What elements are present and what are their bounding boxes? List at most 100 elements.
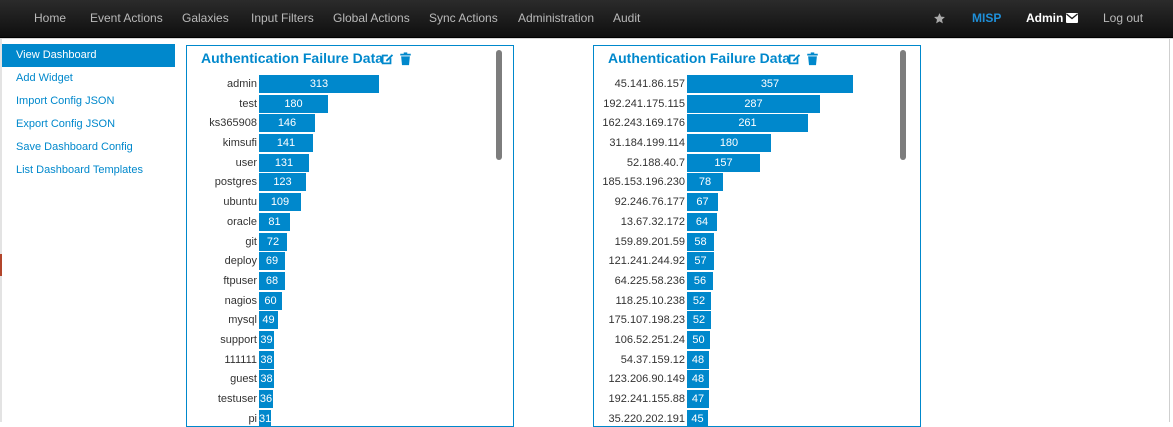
top-navbar: Home Event Actions Galaxies Input Filter…: [0, 0, 1173, 38]
bar: 48: [687, 350, 709, 369]
bar-label: user: [235, 156, 257, 169]
bar-label: git: [245, 235, 257, 248]
bar-row: test 180: [187, 94, 487, 115]
bar: 141: [259, 134, 313, 153]
bar-label: 31.184.199.114: [609, 137, 685, 150]
bar-label: 121.241.244.92: [608, 255, 685, 268]
nav-sync-actions[interactable]: Sync Actions: [429, 11, 498, 25]
bar-label: kimsufi: [222, 137, 257, 150]
bar-row: postgres 123: [187, 173, 487, 193]
bar: 60: [259, 291, 282, 310]
bar-label: 106.52.251.24: [614, 333, 685, 346]
widget-title: Authentication Failure Data: [201, 50, 384, 66]
bar-row: 123.206.90.149 48: [594, 370, 894, 390]
sidebar-item-export-config-json[interactable]: Export Config JSON: [16, 118, 116, 130]
envelope-icon[interactable]: [1066, 13, 1078, 23]
bar-row: 192.241.175.115 287: [594, 94, 894, 115]
bar-label: 162.243.169.176: [602, 117, 685, 130]
scrollbar[interactable]: [496, 50, 502, 160]
nav-audit[interactable]: Audit: [613, 11, 641, 25]
nav-galaxies[interactable]: Galaxies: [182, 11, 229, 25]
scrollbar-thumb[interactable]: [900, 50, 906, 160]
bar-row: ftpuser 68: [187, 271, 487, 292]
bar-row: 54.37.159.12 48: [594, 350, 894, 371]
bar: 58: [687, 232, 714, 251]
bar: 47: [687, 390, 709, 408]
bar: 57: [687, 252, 714, 271]
bar: 36: [259, 390, 273, 408]
bar: 39: [259, 330, 274, 349]
bar-row: 111111 38: [187, 350, 487, 371]
bar-row: 159.89.201.59 58: [594, 232, 894, 253]
sidebar-item-import-config-json[interactable]: Import Config JSON: [16, 95, 115, 107]
bar-label: 92.246.76.177: [614, 196, 685, 209]
bar: 50: [687, 330, 710, 349]
bar: 48: [687, 370, 709, 389]
bar-row: guest 38: [187, 370, 487, 390]
edit-icon[interactable]: [380, 52, 394, 66]
trash-icon[interactable]: [399, 52, 413, 66]
edit-icon[interactable]: [787, 52, 801, 66]
sidebar-item-save-dashboard-config[interactable]: Save Dashboard Config: [16, 141, 133, 153]
bar: 146: [259, 114, 315, 133]
bar: 56: [687, 271, 713, 290]
bar-row: support 39: [187, 330, 487, 351]
bar-row: 92.246.76.177 67: [594, 193, 894, 213]
bar: 123: [259, 173, 306, 192]
bar-row: ks365908 146: [187, 114, 487, 134]
bar-label: 123.206.90.149: [608, 373, 685, 386]
sidebar-item-list-dashboard-templates[interactable]: List Dashboard Templates: [16, 164, 143, 176]
bar-row: 162.243.169.176 261: [594, 114, 894, 134]
bar-row: nagios 60: [187, 291, 487, 312]
sidebar-item-add-widget[interactable]: Add Widget: [16, 72, 73, 84]
bar-row: 64.225.58.236 56: [594, 271, 894, 292]
bar-row: testuser 36: [187, 390, 487, 410]
logout-link[interactable]: Log out: [1103, 11, 1144, 25]
user-menu[interactable]: Admin: [1026, 11, 1064, 25]
sidebar-item-view-dashboard[interactable]: View Dashboard: [2, 44, 175, 67]
nav-input-filters[interactable]: Input Filters: [251, 11, 314, 25]
nav-home[interactable]: Home: [34, 11, 67, 25]
bar-row: 45.141.86.157 357: [594, 75, 894, 95]
bar: 72: [259, 232, 287, 251]
widget-actions: [380, 52, 415, 66]
nav-administration[interactable]: Administration: [518, 11, 595, 25]
bar: 180: [259, 94, 328, 113]
widget-auth-failure-users: Authentication Failure Data admin 313 test…: [186, 45, 514, 427]
bar-label: ks365908: [209, 117, 257, 130]
bar: 157: [687, 153, 760, 172]
trash-icon[interactable]: [806, 52, 820, 66]
bar-label: ubuntu: [223, 196, 257, 209]
star-icon[interactable]: [933, 12, 946, 25]
bar-label: deploy: [224, 255, 257, 268]
scrollbar-thumb[interactable]: [496, 50, 502, 160]
widget-title: Authentication Failure Data: [608, 50, 791, 66]
bar: 109: [259, 193, 301, 212]
scrollbar[interactable]: [900, 50, 906, 160]
bar-label: guest: [230, 373, 257, 386]
bar-label: 185.153.196.230: [602, 176, 685, 189]
bar: 38: [259, 350, 274, 369]
bar-row: oracle 81: [187, 212, 487, 233]
bar: 131: [259, 153, 309, 172]
brand-link[interactable]: MISP: [972, 11, 1002, 25]
bar-label: 118.25.10.238: [615, 294, 685, 307]
bar: 52: [687, 311, 711, 330]
bar: 67: [687, 193, 718, 212]
bar-label: nagios: [224, 294, 257, 307]
bar-label: 54.37.159.12: [620, 353, 685, 366]
bar-rows: admin 313 test 180 ks365908 146 kimsufi 141 user…: [187, 75, 487, 426]
bar: 180: [687, 134, 771, 153]
nav-global-actions[interactable]: Global Actions: [333, 11, 410, 25]
bar-row: 192.241.155.88 47: [594, 390, 894, 410]
bar-label: 175.107.198.23: [608, 314, 685, 327]
bar: 45: [687, 409, 708, 426]
bar: 38: [259, 370, 274, 389]
bar-label: 64.225.58.236: [614, 274, 685, 287]
bar-label: 111111: [224, 353, 257, 366]
navbar-divider: [0, 38, 1173, 39]
bar-label: 52.188.40.7: [626, 156, 685, 169]
bar-label: 192.241.175.115: [603, 97, 685, 110]
nav-event-actions[interactable]: Event Actions: [90, 11, 163, 25]
bar-label: postgres: [214, 176, 257, 189]
